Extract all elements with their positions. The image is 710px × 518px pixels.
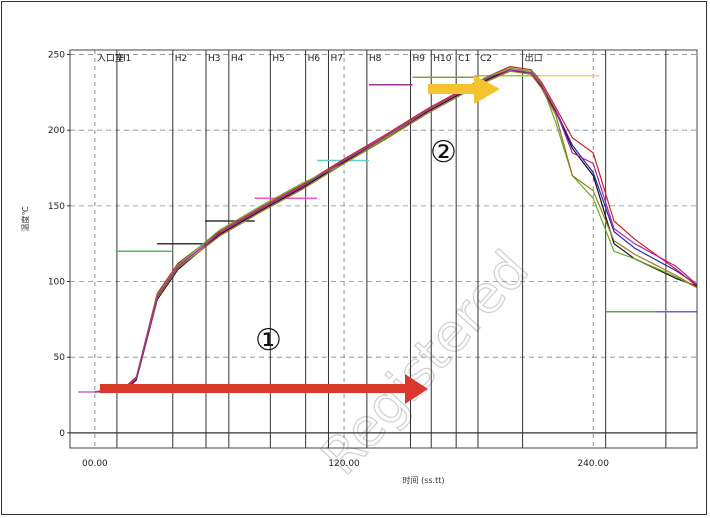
zone-label: C1 xyxy=(458,54,470,64)
y-tick-label: 200 xyxy=(48,126,65,136)
y-axis-label: 温度℃ xyxy=(20,206,30,231)
y-tick-label: 250 xyxy=(48,51,65,61)
zone-label: 入口室 xyxy=(97,52,124,64)
zone-label: H2 xyxy=(175,54,188,64)
zone-label: H3 xyxy=(208,54,221,64)
x-tick-label: 240.00 xyxy=(577,459,609,469)
zone-label: H6 xyxy=(308,54,321,64)
series-line xyxy=(94,69,698,393)
zone-label: H4 xyxy=(231,54,244,64)
zone-label: H1 xyxy=(119,54,132,64)
phase1-arrow-shaft xyxy=(100,384,408,393)
y-tick-label: 0 xyxy=(59,429,65,439)
series-line xyxy=(94,66,698,393)
zone-label: C2 xyxy=(480,54,492,64)
zone-label: H8 xyxy=(369,54,382,64)
plot-area xyxy=(69,49,698,449)
y-tick-label: 50 xyxy=(54,353,66,363)
watermark-text: Registered xyxy=(310,240,541,487)
zone-label: H10 xyxy=(433,54,451,64)
series-line xyxy=(94,69,698,393)
zone-label: H5 xyxy=(272,54,285,64)
x-tick-label: 120.00 xyxy=(328,459,360,469)
phase2-arrow-shaft xyxy=(428,84,478,94)
y-tick-label: 150 xyxy=(48,202,65,212)
phase2-label: ② xyxy=(430,135,457,170)
zone-label: H9 xyxy=(412,54,425,64)
zone-label: H7 xyxy=(330,54,343,64)
phase2-arrow-head xyxy=(474,75,500,104)
phase1-label: ① xyxy=(255,323,282,358)
series-line xyxy=(94,67,698,393)
series-line xyxy=(94,69,698,393)
x-tick-label: 00.00 xyxy=(82,459,108,469)
zone-label: 出口 xyxy=(525,52,543,64)
x-axis-label: 时间 (ss.tt) xyxy=(403,475,445,485)
y-tick-label: 100 xyxy=(48,278,65,288)
